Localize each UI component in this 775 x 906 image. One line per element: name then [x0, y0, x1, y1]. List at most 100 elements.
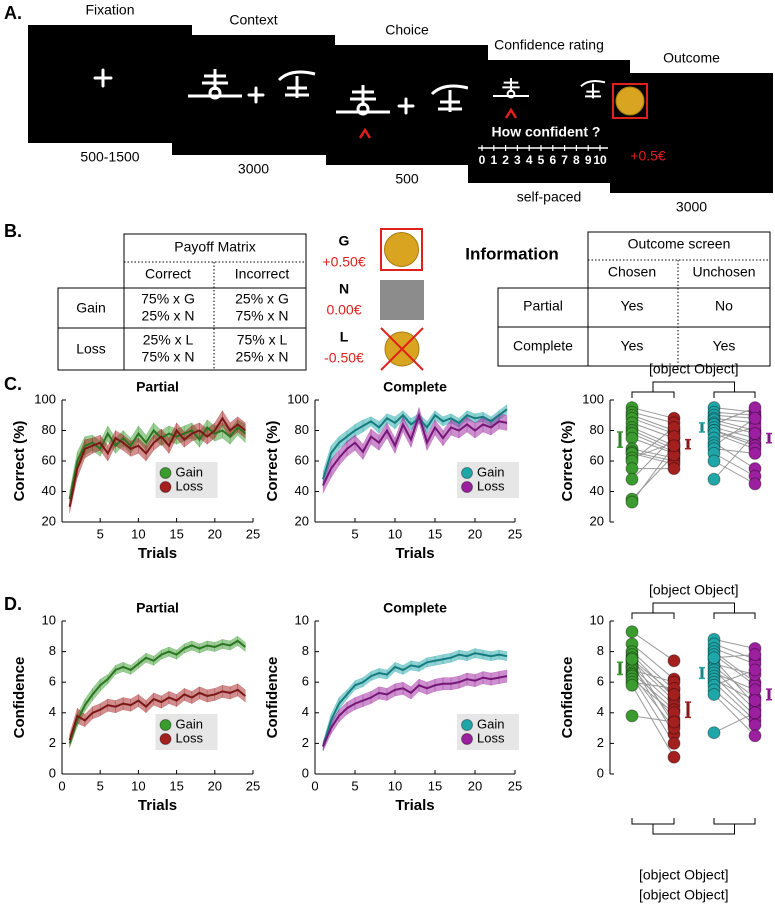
outcome-label: N	[339, 281, 349, 297]
column-header: Incorrect	[235, 266, 290, 282]
scale-label: 9	[585, 153, 592, 167]
pair-line	[713, 417, 756, 447]
subject-dot	[625, 495, 639, 509]
y-tick-label: 40	[42, 483, 56, 498]
subject-dot	[748, 648, 762, 662]
subject-dot	[707, 726, 721, 740]
x-tick-label: 5	[351, 778, 358, 793]
mean-error-bar	[618, 432, 622, 448]
screen-title: Outcome	[663, 50, 720, 66]
pair-line	[631, 685, 675, 758]
scale-label: 1	[490, 153, 497, 167]
subject-dot	[748, 718, 762, 732]
pair-line	[631, 426, 675, 447]
cell: 25% x N	[142, 308, 195, 324]
x-tick-label: 10	[131, 526, 145, 541]
y-tick-label: 0	[49, 765, 56, 780]
row-header: Partial	[523, 298, 563, 314]
y-tick-label: 2	[597, 735, 604, 750]
legend-marker	[159, 719, 172, 731]
outcome-label: L	[340, 329, 349, 345]
subject-dot	[748, 694, 762, 708]
cell: Yes	[621, 298, 644, 314]
subject-dot	[748, 446, 762, 460]
subject-dot	[667, 439, 681, 453]
bracket	[631, 602, 756, 619]
pair-line	[713, 417, 756, 424]
y-tick-label: 80	[42, 422, 56, 437]
pair-line	[713, 411, 756, 416]
y-tick-label: 6	[597, 674, 604, 689]
mean-error-bar	[618, 662, 622, 675]
x-tick-label: 0	[311, 778, 318, 793]
mean-error-caps	[685, 701, 691, 719]
pair-line	[631, 433, 675, 453]
y-tick-label: 10	[42, 612, 56, 627]
legend-marker	[461, 467, 473, 479]
outcome-label: G	[339, 233, 350, 249]
cell: No	[715, 298, 733, 314]
y-tick-label: 8	[49, 643, 56, 658]
outcome-value: 0.00€	[326, 302, 361, 318]
y-tick-label: 80	[295, 422, 309, 437]
mean-error-bar	[767, 433, 771, 443]
pair-line	[631, 675, 675, 744]
pair-line	[713, 643, 756, 660]
scale-label: 7	[561, 153, 568, 167]
fixation-cross	[247, 86, 265, 104]
subject-dot	[748, 427, 762, 441]
x-tick-label: 10	[131, 778, 145, 793]
legend-label: Loss	[176, 478, 204, 493]
x-tick-label: 5	[351, 526, 358, 541]
subject-dot	[748, 729, 762, 743]
x-tick-label: 20	[468, 526, 482, 541]
pair-line	[713, 689, 756, 726]
screen: Context 3000	[172, 12, 335, 177]
chart-title: Partial	[136, 600, 179, 616]
pair-line	[713, 407, 756, 425]
pair-line	[713, 666, 756, 698]
pair-line	[713, 452, 756, 477]
mean-error-bar	[686, 439, 690, 449]
y-tick-label: 0	[302, 765, 309, 780]
fixation-cross	[93, 68, 113, 88]
pair-line	[713, 426, 756, 439]
scale-label: 6	[549, 153, 556, 167]
pair-line	[631, 454, 675, 500]
pair-line	[631, 658, 675, 695]
chart-title: Complete	[383, 600, 447, 616]
legend-label: Loss	[477, 478, 505, 493]
mean-error-bar	[686, 702, 690, 718]
table-title: Payoff Matrix	[174, 239, 255, 255]
legend-label: Loss	[477, 730, 505, 745]
pair-line	[631, 715, 675, 723]
subject-dot	[625, 678, 639, 692]
y-tick-label: 6	[49, 674, 56, 689]
scale-label: 3	[514, 153, 521, 167]
fixation-cross	[397, 97, 415, 115]
legend-marker	[461, 719, 473, 731]
pair-line	[713, 638, 756, 650]
x-axis-label: Trials	[138, 545, 177, 562]
legend-marker	[159, 481, 172, 493]
legend-marker	[159, 467, 172, 479]
pair-line	[713, 407, 756, 413]
mean-line	[322, 411, 508, 486]
subject-dot	[667, 736, 681, 750]
mean-line	[68, 425, 246, 500]
panel-label: D.	[4, 594, 22, 614]
pair-line	[631, 436, 675, 480]
pair-line	[713, 651, 756, 683]
outcome-value: -0.50€	[324, 350, 364, 366]
y-axis-label: Correct (%)	[11, 421, 28, 502]
choice-caret	[504, 107, 518, 119]
legend-label: Gain	[176, 716, 203, 731]
pair-line	[631, 448, 675, 459]
table-header: Outcome screen	[628, 236, 731, 252]
pair-line	[631, 660, 675, 701]
legend-label: Gain	[477, 716, 504, 731]
coin	[615, 86, 645, 116]
outcome-value: +0.50€	[322, 254, 365, 270]
neutral-patch	[380, 280, 424, 320]
cell: 25% x N	[236, 349, 289, 365]
